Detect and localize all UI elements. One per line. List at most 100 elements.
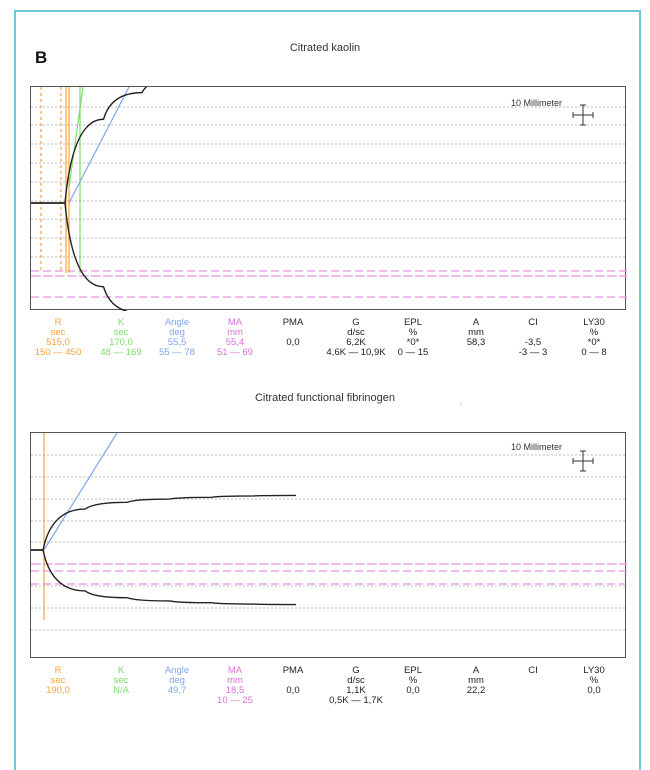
param-epl: EPL% 0,0 [378, 666, 448, 706]
param-unit: d/sc [347, 675, 365, 686]
param-value: *0* [587, 337, 601, 348]
param-value: 58,3 [466, 337, 486, 348]
param-value: 55,5 [167, 337, 187, 348]
angle-line [68, 87, 130, 204]
param-range: 0,5K — 1,7K [329, 695, 383, 706]
param-name: K [117, 317, 125, 328]
tracing-lower-curve [31, 202, 129, 311]
param-name: LY30 [583, 665, 605, 676]
param-angle: Angle deg 49,7 [142, 666, 212, 706]
param-range: 0 — 15 [397, 347, 429, 358]
param-value: 1,1K [346, 685, 366, 696]
param-pma: PMA 0,0 [258, 318, 328, 358]
param-unit: sec [113, 327, 129, 338]
param-value: 0,0 [406, 685, 420, 696]
param-range: -3 — 3 [518, 347, 548, 358]
param-value: 18,5 [225, 685, 245, 696]
chart-title-fibrinogen: Citrated functional fibrinogen [254, 392, 396, 404]
param-name: G [352, 665, 360, 676]
param-value: *0* [406, 337, 420, 348]
param-value: 55,4 [225, 337, 245, 348]
param-unit: mm [468, 675, 484, 686]
param-name: EPL [404, 317, 422, 328]
param-name: PMA [282, 665, 304, 676]
scale-label: 10 Millimeter [511, 98, 563, 108]
param-name: MA [227, 665, 243, 676]
param-value: 22,2 [466, 685, 486, 696]
stray-mark: ' [460, 402, 462, 412]
param-value: 49,7 [167, 685, 187, 696]
param-unit: % [408, 327, 418, 338]
param-value: -3,5 [524, 337, 542, 348]
param-value: 170,0 [109, 337, 133, 348]
param-unit: % [589, 327, 599, 338]
tracing-plot-kaolin [31, 87, 627, 311]
param-name: PMA [282, 317, 304, 328]
tracing-upper-curve [31, 494, 297, 551]
param-name: Angle [164, 317, 190, 328]
param-name: R [54, 665, 62, 676]
param-range [559, 696, 629, 706]
param-range: 55 — 78 [159, 347, 195, 358]
param-unit: sec [50, 327, 66, 338]
param-name: G [352, 317, 360, 328]
tracing-lower-curve [31, 549, 297, 606]
tracing-chart-kaolin: 10 Millimeter [30, 86, 627, 311]
param-name: MA [227, 317, 243, 328]
param-range [258, 348, 328, 358]
param-name: K [117, 665, 125, 676]
param-range: 51 — 69 [217, 347, 253, 358]
param-value: 515,0 [46, 337, 70, 348]
param-value: 0,0 [286, 337, 300, 348]
tracing-upper-curve [31, 87, 148, 204]
param-name: A [472, 665, 480, 676]
param-range [378, 696, 448, 706]
param-unit: mm [468, 327, 484, 338]
scale-label: 10 Millimeter [511, 442, 563, 452]
param-unit: sec [113, 675, 129, 686]
param-range [498, 696, 568, 706]
param-unit: % [408, 675, 418, 686]
param-unit: deg [169, 675, 185, 686]
param-unit: deg [169, 327, 185, 338]
param-value: 0,0 [587, 685, 601, 696]
param-epl: EPL% *0* 0 — 15 [378, 318, 448, 358]
param-value: 6,2K [346, 337, 366, 348]
param-range: 4,6K — 10,9K [326, 347, 386, 358]
chart-title-kaolin: Citrated kaolin [289, 42, 361, 54]
param-unit: mm [227, 327, 243, 338]
param-range: 10 — 25 [217, 695, 253, 706]
tracing-chart-fibrinogen: 10 Millimeter [30, 432, 627, 658]
param-range [23, 696, 93, 706]
param-ly30: LY30% 0,0 [559, 666, 629, 706]
k-range-line [68, 87, 84, 188]
tracing-plot-fibrinogen [31, 433, 627, 631]
param-range: 48 — 169 [100, 347, 142, 358]
param-unit: sec [50, 675, 66, 686]
param-name: Angle [164, 665, 190, 676]
param-range: 150 — 450 [34, 347, 82, 358]
param-value: N/A [113, 685, 129, 696]
param-range [258, 696, 328, 706]
param-unit: d/sc [347, 327, 365, 338]
panel-label: B [35, 48, 48, 67]
param-ma: MA mm 55,4 51 — 69 [200, 318, 270, 358]
param-range: 0 — 8 [581, 347, 607, 358]
param-pma: PMA 0,0 [258, 666, 328, 706]
param-unit: mm [227, 675, 243, 686]
angle-line [43, 433, 118, 551]
param-name: CI [528, 317, 538, 328]
param-ly30: LY30% *0* 0 — 8 [559, 318, 629, 358]
param-angle: Angle deg 55,5 55 — 78 [142, 318, 212, 358]
param-name: A [472, 317, 480, 328]
